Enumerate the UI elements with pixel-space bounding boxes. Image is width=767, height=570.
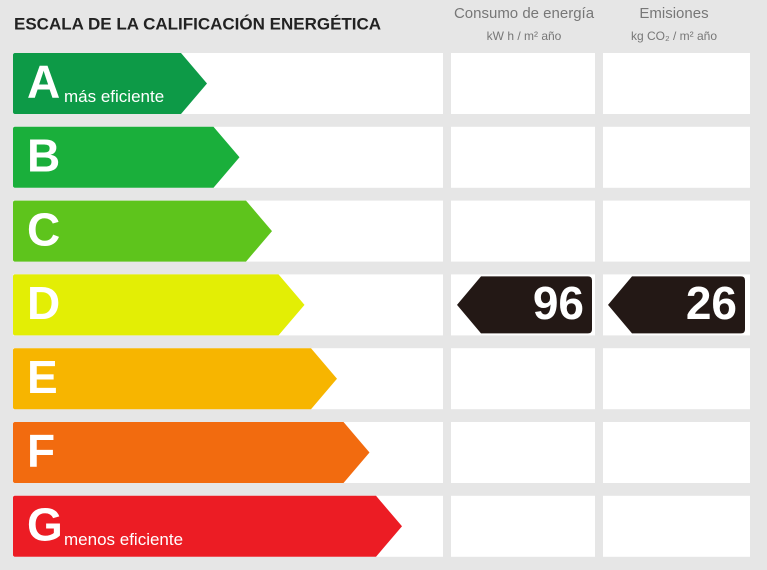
value-label: 26	[686, 277, 737, 329]
cell	[451, 495, 595, 557]
rating-letter: D	[27, 277, 60, 329]
value-badge	[608, 276, 745, 334]
title: ESCALA DE LA CALIFICACIÓN ENERGÉTICA	[14, 14, 381, 33]
cell	[603, 495, 750, 557]
rating-letter: F	[27, 425, 55, 477]
value-badge	[457, 276, 592, 334]
cell	[603, 126, 750, 188]
cell	[451, 126, 595, 188]
cell	[451, 422, 595, 483]
column-title: Emisiones	[639, 5, 708, 22]
cell	[451, 53, 595, 114]
rating-arrow	[13, 53, 207, 114]
rating-arrow	[13, 126, 240, 188]
rating-note: menos eficiente	[64, 530, 183, 549]
value-label: 96	[533, 277, 584, 329]
cell	[603, 53, 750, 114]
cell	[451, 348, 595, 410]
cell	[451, 200, 595, 262]
rating-arrow	[13, 422, 370, 483]
cell	[603, 422, 750, 483]
rating-note: más eficiente	[64, 87, 164, 106]
rating-letter: C	[27, 203, 60, 255]
rating-arrow	[13, 348, 337, 410]
cell	[603, 348, 750, 410]
rating-arrow	[13, 274, 305, 336]
rating-arrow	[13, 495, 402, 557]
column-title: Consumo de energía	[454, 5, 595, 22]
cell	[603, 200, 750, 262]
rating-letter: E	[27, 351, 58, 403]
rating-letter: B	[27, 129, 60, 181]
column-unit: kW h / m² año	[487, 29, 562, 43]
rating-letter: G	[27, 498, 63, 550]
rating-letter: A	[27, 56, 60, 108]
rating-arrow	[13, 200, 272, 262]
column-unit: kg CO₂ / m² año	[631, 29, 717, 43]
